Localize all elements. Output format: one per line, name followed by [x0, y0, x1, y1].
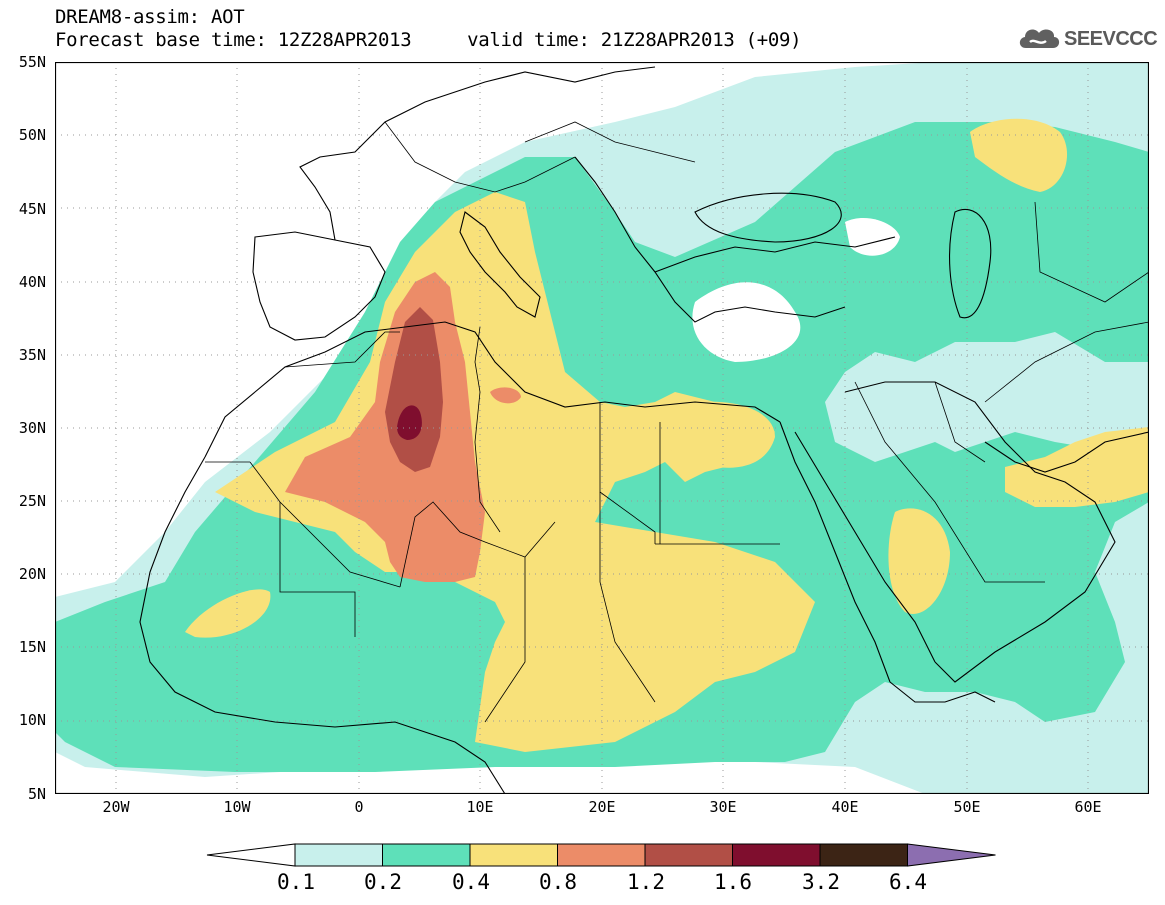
lat-label: 5N	[27, 785, 46, 803]
colorbar-label: 0.8	[539, 870, 577, 894]
colorbar-max-arrow	[907, 843, 996, 867]
lon-label: 40E	[831, 798, 859, 816]
lon-label: 10E	[466, 798, 494, 816]
title-line-2: Forecast base time: 12Z28APR2013 valid t…	[55, 29, 802, 51]
colorbar-cell	[732, 843, 821, 867]
lat-label: 20N	[18, 565, 46, 583]
lat-label: 55N	[18, 53, 46, 71]
lat-label: 25N	[18, 492, 46, 510]
lon-label: 0	[354, 798, 364, 816]
colorbar-cell	[819, 843, 908, 867]
aot-level-0.4	[888, 508, 950, 614]
title-line-1: DREAM8-assim: AOT	[55, 6, 245, 28]
cloud-icon	[1019, 29, 1060, 48]
aot-clear-area	[692, 282, 801, 362]
lat-label: 35N	[18, 346, 46, 364]
colorbar-cell	[557, 843, 646, 867]
grid-lines	[55, 62, 1149, 794]
lat-label: 15N	[18, 638, 46, 656]
lat-label: 10N	[18, 711, 46, 729]
lat-label: 50N	[18, 126, 46, 144]
aot-level-0.4	[1005, 427, 1149, 507]
aot-level-0.4	[970, 118, 1068, 192]
lon-label: 20W	[102, 798, 130, 816]
lon-label: 20E	[588, 798, 616, 816]
aot-map	[55, 62, 1149, 794]
logo-text: SEEVCCC	[1064, 28, 1158, 50]
colorbar-label: 0.1	[277, 870, 315, 894]
colorbar-cell	[469, 843, 558, 867]
aot-level-0.4	[185, 589, 271, 638]
colorbar-label: 1.6	[714, 870, 752, 894]
lat-label: 30N	[18, 419, 46, 437]
lon-label: 10W	[223, 798, 251, 816]
colorbar-label: 3.2	[802, 870, 840, 894]
colorbar-label: 0.4	[452, 870, 490, 894]
lat-label: 45N	[18, 200, 46, 218]
lon-label: 60E	[1074, 798, 1102, 816]
colorbar-label: 6.4	[889, 870, 927, 894]
borders	[205, 121, 1149, 723]
lon-label: 50E	[953, 798, 981, 816]
colorbar-cell	[382, 843, 471, 867]
coastlines	[139, 66, 1149, 794]
colorbar-cell	[294, 843, 383, 867]
colorbar-label: 1.2	[627, 870, 665, 894]
aot-level-1.6	[397, 405, 422, 440]
aot-level-0.4	[215, 192, 815, 752]
aot-level-0.8	[490, 387, 521, 404]
seevccc-logo: SEEVCCC	[1016, 22, 1158, 58]
aot-level-0.4	[661, 401, 775, 468]
lat-label: 40N	[18, 273, 46, 291]
map-border	[55, 62, 1149, 794]
colorbar-cell	[644, 843, 733, 867]
colorbar	[206, 843, 996, 867]
colorbar-min-arrow	[206, 843, 296, 867]
colorbar-label: 0.2	[364, 870, 402, 894]
lon-label: 30E	[709, 798, 737, 816]
